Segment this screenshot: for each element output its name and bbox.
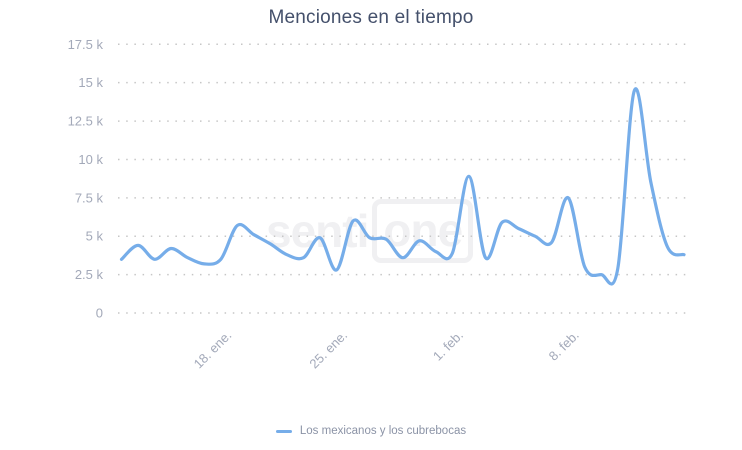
watermark-boxed-text: one (372, 199, 474, 263)
y-axis-tick-label: 12.5 k (68, 114, 104, 129)
y-axis-tick-label: 0 (96, 306, 103, 321)
legend-series-marker (275, 429, 292, 433)
x-axis-tick-label: 8. feb. (546, 328, 582, 364)
x-axis-tick-label: 25. ene. (306, 328, 350, 372)
y-axis-tick-label: 15 k (78, 75, 103, 90)
y-axis-tick-label: 10 k (78, 152, 103, 167)
legend-series-label: Los mexicanos y los cubrebocas (299, 425, 467, 437)
y-axis-tick-label: 2.5 k (75, 267, 104, 282)
y-axis-tick-label: 5 k (86, 229, 104, 244)
y-axis-tick-label: 7.5 k (75, 190, 104, 205)
chart-title: Menciones en el tiempo (268, 7, 474, 28)
x-axis-tick-label: 18. ene. (191, 328, 235, 372)
legend-item[interactable]: Los mexicanos y los cubrebocas (0, 425, 742, 437)
watermark-text-prefix: senti (266, 205, 369, 257)
sentione-watermark: senti one (266, 199, 474, 263)
mentions-series-line (119, 87, 686, 286)
y-axis-tick-label: 17.5 k (68, 37, 104, 52)
x-axis-tick-label: 1. feb. (430, 328, 466, 364)
